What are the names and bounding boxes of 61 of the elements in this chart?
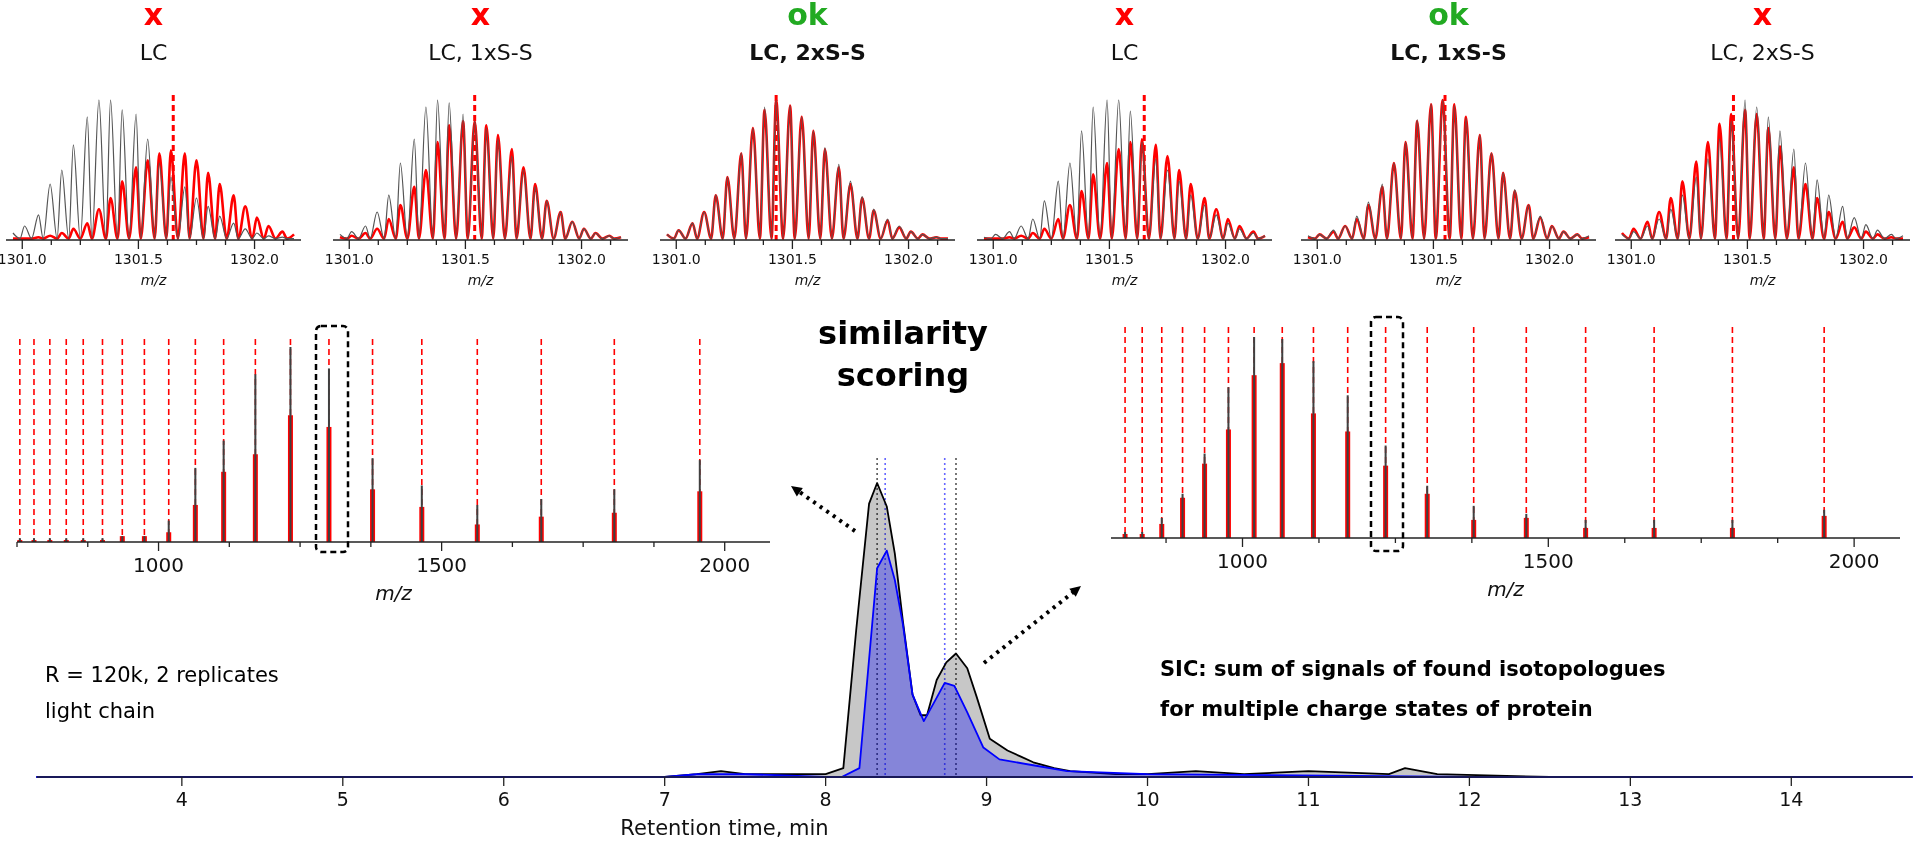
x-axis-title: m/z xyxy=(467,271,494,288)
x-tick-label: 1301.0 xyxy=(324,251,374,267)
x-tick-label: 1301.0 xyxy=(0,251,47,267)
x-tick-label: 2000 xyxy=(699,553,751,577)
chart-title: x xyxy=(1752,0,1773,32)
x-tick-label: 1000 xyxy=(1217,549,1268,573)
chart-title: x xyxy=(1114,0,1135,32)
x-tick-label: 4 xyxy=(175,788,188,810)
x-tick-label: 1301.0 xyxy=(1606,251,1656,267)
x-tick-label: 1301.5 xyxy=(1722,251,1772,267)
x-tick-label: 1302.0 xyxy=(1839,251,1889,267)
chart-title: ok xyxy=(787,0,829,32)
chart-title: ok xyxy=(1428,0,1470,32)
x-tick-label: 1302.0 xyxy=(884,251,934,267)
x-tick-label: 5 xyxy=(336,788,349,810)
x-tick-label: 1302.0 xyxy=(230,251,280,267)
chart-subtitle: LC, 2xS-S xyxy=(1710,40,1815,65)
x-tick-label: 1301.5 xyxy=(1084,251,1134,267)
x-axis-title: m/z xyxy=(1487,577,1525,601)
x-tick-label: 11 xyxy=(1296,788,1321,810)
x-tick-label: 1301.5 xyxy=(440,251,490,267)
chart-subtitle: LC, 2xS-S xyxy=(749,40,866,65)
x-tick-label: 12 xyxy=(1457,788,1482,810)
x-tick-label: 1302.0 xyxy=(557,251,607,267)
x-axis-title: Retention time, min xyxy=(620,816,829,841)
chart-subtitle: LC xyxy=(1110,40,1139,65)
x-axis-title: m/z xyxy=(1749,271,1776,288)
x-tick-label: 13 xyxy=(1618,788,1643,810)
chart-title: x xyxy=(470,0,491,32)
x-tick-label: 8 xyxy=(819,788,832,810)
text: similarity scoring xyxy=(818,314,989,394)
x-axis-title: m/z xyxy=(1435,271,1462,288)
x-tick-label: 1301.0 xyxy=(1292,251,1342,267)
chart-subtitle: LC xyxy=(139,40,168,65)
annotation: for multiple charge states of protein xyxy=(1160,697,1593,721)
chart-subtitle: LC, 1xS-S xyxy=(1390,40,1507,65)
x-tick-label: 9 xyxy=(980,788,993,810)
x-tick-label: 7 xyxy=(658,788,671,810)
x-tick-label: 6 xyxy=(497,788,510,810)
x-tick-label: 1301.0 xyxy=(651,251,701,267)
x-tick-label: 2000 xyxy=(1828,549,1880,573)
x-tick-label: 14 xyxy=(1779,788,1804,810)
x-tick-label: 1301.5 xyxy=(767,251,817,267)
x-axis-title: m/z xyxy=(140,271,167,288)
x-axis-title: m/z xyxy=(375,581,413,605)
x-tick-label: 1500 xyxy=(1522,549,1574,573)
x-axis-title: m/z xyxy=(794,271,821,288)
annotation: R = 120k, 2 replicates xyxy=(45,663,279,687)
x-tick-label: 1301.0 xyxy=(968,251,1018,267)
chart-title: x xyxy=(143,0,164,32)
x-tick-label: 1301.5 xyxy=(113,251,163,267)
chart-subtitle: LC, 1xS-S xyxy=(428,40,533,65)
annotation: SIC: sum of signals of found isotopologues xyxy=(1160,657,1666,681)
x-tick-label: 1000 xyxy=(133,553,184,577)
x-axis-title: m/z xyxy=(1111,271,1138,288)
x-tick-label: 1301.5 xyxy=(1408,251,1458,267)
x-tick-label: 1500 xyxy=(416,553,468,577)
x-tick-label: 10 xyxy=(1135,788,1160,810)
x-tick-label: 1302.0 xyxy=(1525,251,1575,267)
x-tick-label: 1302.0 xyxy=(1201,251,1251,267)
annotation: light chain xyxy=(45,699,156,723)
